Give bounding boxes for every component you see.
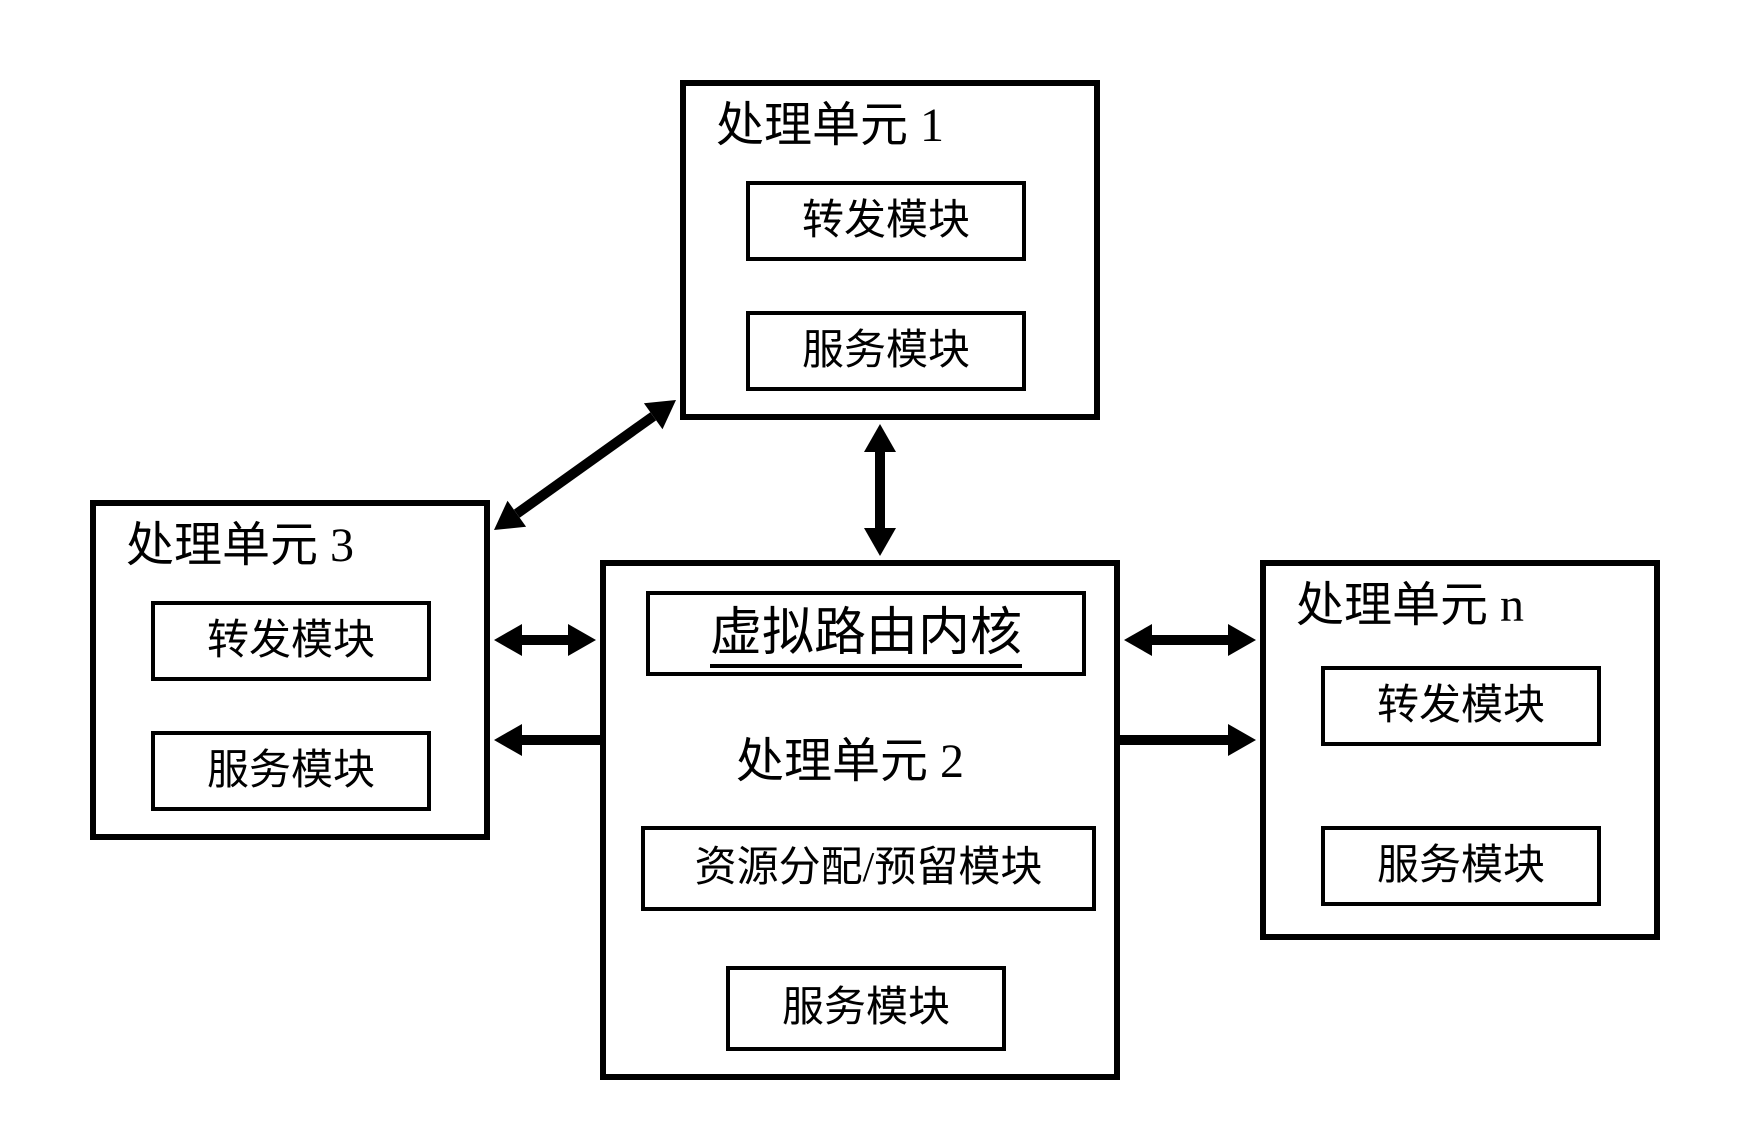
node-title-unitN: 处理单元 n xyxy=(1296,580,1524,633)
module-label-unit3-0: 转发模块 xyxy=(207,618,375,664)
module-box-unit1-0: 转发模块 xyxy=(746,181,1026,261)
node-unit1: 处理单元 1 转发模块服务模块 xyxy=(680,80,1100,420)
module-box-unit3-0: 转发模块 xyxy=(151,601,431,681)
edge-unit3-center xyxy=(494,624,596,656)
module-label-center-1: 服务模块 xyxy=(782,985,950,1031)
kernel-label: 虚拟路由内核 xyxy=(710,605,1022,662)
module-box-unit3-1: 服务模块 xyxy=(151,731,431,811)
module-label-unitN-0: 转发模块 xyxy=(1377,683,1545,729)
node-unit3: 处理单元 3 转发模块服务模块 xyxy=(90,500,490,840)
module-box-center-0: 资源分配/预留模块 xyxy=(641,826,1096,911)
node-title-unit1: 处理单元 1 xyxy=(716,100,944,153)
edge-center-unitN xyxy=(1124,624,1256,656)
module-label-unit1-1: 服务模块 xyxy=(802,328,970,374)
module-box-unitN-1: 服务模块 xyxy=(1321,826,1601,906)
module-box-center-1: 服务模块 xyxy=(726,966,1006,1051)
node-unitN: 处理单元 n 转发模块服务模块 xyxy=(1260,560,1660,940)
module-label-unit1-0: 转发模块 xyxy=(802,198,970,244)
module-label-unitN-1: 服务模块 xyxy=(1377,843,1545,889)
kernel-box: 虚拟路由内核 xyxy=(646,591,1086,676)
diagram-stage: 处理单元 1转发模块服务模块处理单元 3转发模块服务模块虚拟路由内核处理单元 2… xyxy=(0,0,1754,1138)
module-box-unit1-1: 服务模块 xyxy=(746,311,1026,391)
node-center: 虚拟路由内核处理单元 2 资源分配/预留模块服务模块 xyxy=(600,560,1120,1080)
edge-unit1-unit3 xyxy=(494,400,676,530)
edge-unit1-center xyxy=(864,424,896,556)
module-box-unitN-0: 转发模块 xyxy=(1321,666,1601,746)
node-title-unit3: 处理单元 3 xyxy=(126,520,354,573)
module-label-unit3-1: 服务模块 xyxy=(207,748,375,794)
module-label-center-0: 资源分配/预留模块 xyxy=(695,845,1043,891)
node-title-center: 处理单元 2 xyxy=(736,736,964,789)
